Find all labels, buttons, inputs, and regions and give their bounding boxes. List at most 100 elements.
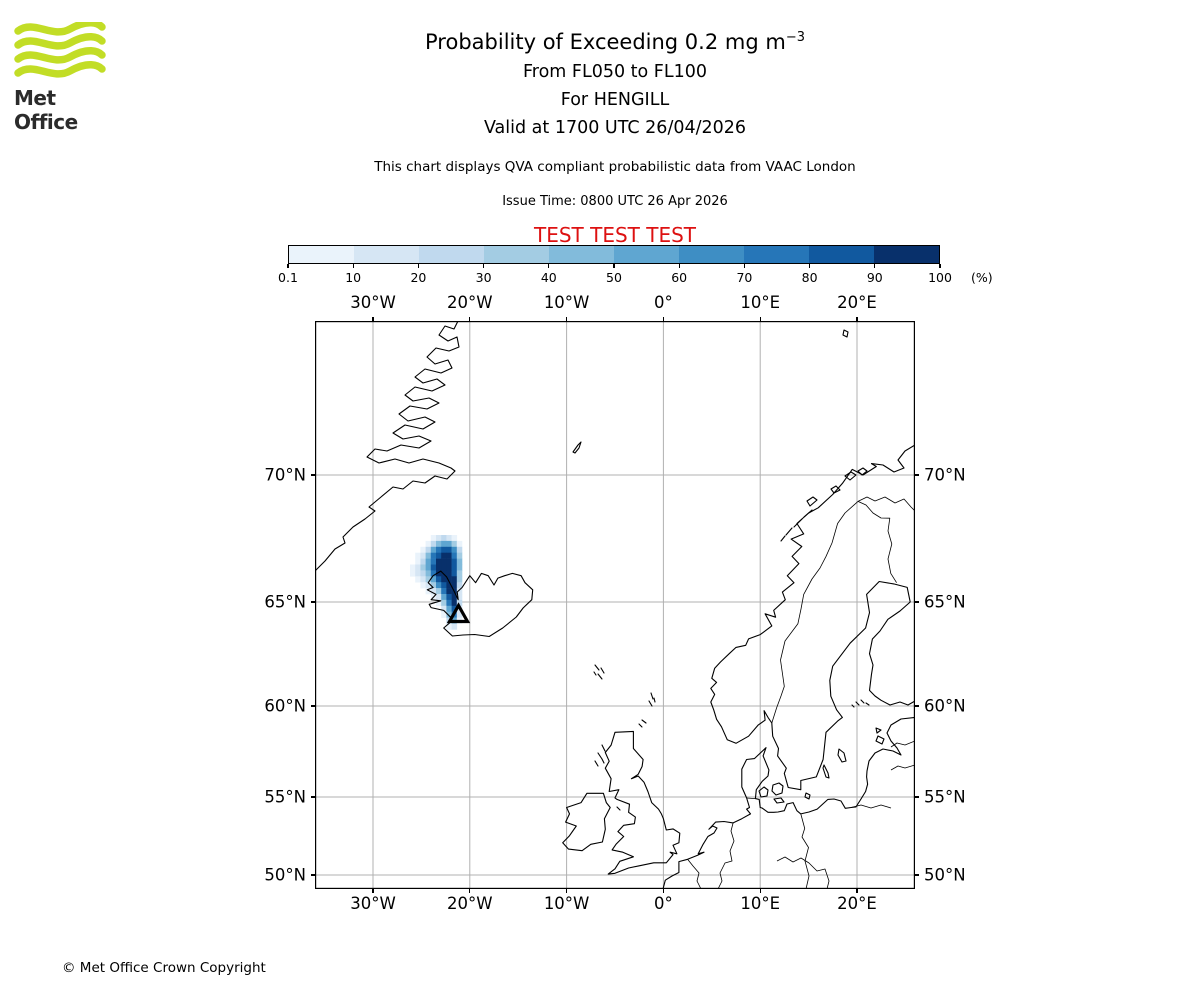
- border-germany-poland: [800, 813, 810, 889]
- plume-cell: [451, 552, 458, 559]
- coast-danish-islands: [758, 782, 811, 804]
- plume-cell: [430, 564, 437, 571]
- latlon-gridlines: [315, 321, 915, 889]
- lon-label-top: 20°W: [447, 293, 493, 312]
- plume-cell: [420, 570, 426, 577]
- coast-estonian-islands: [875, 727, 885, 745]
- plume-cell: [425, 570, 432, 577]
- plume-cell: [415, 570, 421, 577]
- plume-cell: [441, 582, 447, 589]
- lon-label-top: 10°W: [543, 293, 590, 312]
- lon-tickmark-top: [566, 317, 568, 321]
- plume-cell: [436, 552, 442, 559]
- lon-tickmark-bottom: [856, 889, 858, 893]
- map-figure: [315, 321, 915, 889]
- coast-jan-mayen: [572, 441, 582, 454]
- plume-cell: [415, 564, 421, 571]
- colorbar-unit-label: (%): [971, 270, 993, 285]
- plume-cell: [441, 535, 447, 542]
- colorbar-tickmark: [939, 264, 941, 268]
- border-baltic-states: [851, 740, 915, 809]
- subtitle-flight-levels: From FL050 to FL100: [522, 62, 708, 82]
- plume-cell: [456, 582, 463, 589]
- subtitle-volcano: For HENGILL: [560, 90, 670, 110]
- lat-tickmark-left: [311, 474, 315, 476]
- plume-cell: [451, 623, 458, 630]
- border-belgium-france: [687, 859, 702, 889]
- plume-cell: [456, 576, 463, 583]
- plume-cell: [415, 552, 421, 559]
- plume-cell: [446, 535, 452, 542]
- lat-label-left: 50°N: [264, 865, 306, 885]
- chart-header: Probability of Exceeding 0.2 mg m−3 From…: [315, 0, 915, 247]
- colorbar-tickmark: [548, 264, 550, 268]
- plume-cell: [420, 582, 426, 589]
- plume-cell: [436, 558, 442, 565]
- plume-cell: [436, 564, 442, 571]
- border-denmark-germany: [746, 797, 756, 799]
- lon-label-bottom: 10°W: [543, 894, 590, 913]
- lat-tickmark-right: [915, 705, 919, 707]
- plume-cell: [456, 570, 463, 577]
- plume-cell: [410, 564, 416, 571]
- plume-cell: [415, 558, 421, 565]
- copyright-text: © Met Office Crown Copyright: [62, 960, 266, 976]
- colorbar-tickmark: [352, 264, 354, 268]
- plume-cell: [425, 558, 432, 565]
- plume-cell: [441, 540, 447, 548]
- lat-tickmark-right: [915, 601, 919, 603]
- lon-label-bottom: 10°E: [740, 894, 781, 913]
- lon-label-bottom: 30°W: [350, 894, 396, 913]
- colorbar-tickmark: [809, 264, 811, 268]
- border-finland-russia: [857, 496, 915, 512]
- plume-cell: [430, 576, 437, 583]
- plume-cell: [425, 582, 432, 589]
- colorbar-tick-label: 0.1: [278, 270, 298, 285]
- lon-label-bottom: 20°W: [447, 894, 493, 913]
- plume-cell: [430, 582, 437, 589]
- title-exponent: −3: [785, 30, 805, 45]
- lon-tickmark-bottom: [759, 889, 761, 893]
- plume-cell: [451, 605, 458, 612]
- plume-cell: [451, 576, 458, 583]
- lat-tickmark-right: [915, 874, 919, 876]
- border-czech: [776, 856, 830, 889]
- plume-cell: [446, 570, 452, 577]
- issue-time: Issue Time: 0800 UTC 26 Apr 2026: [502, 194, 728, 209]
- logo-waves-icon: [14, 19, 106, 78]
- lon-label-top: 0°: [654, 293, 673, 312]
- plume-cell: [430, 535, 437, 542]
- plume-cell: [456, 564, 463, 571]
- plume-cell: [420, 558, 426, 565]
- lat-tickmark-left: [311, 874, 315, 876]
- plume-cell: [436, 594, 442, 601]
- coast-iceland: [426, 570, 534, 638]
- lon-tickmark-top: [856, 317, 858, 321]
- colorbar-tickmark: [483, 264, 485, 268]
- plume-cell: [425, 588, 432, 595]
- plume-cell: [446, 576, 452, 583]
- plume-cell: [451, 570, 458, 577]
- border-norway-sweden: [771, 501, 859, 724]
- lon-tickmark-bottom: [372, 889, 374, 893]
- lat-tickmark-right: [915, 796, 919, 798]
- coast-shetland: [638, 692, 656, 728]
- colorbar-tick-label: 40: [540, 270, 557, 285]
- plume-cell: [430, 540, 437, 548]
- plume-cell: [425, 564, 432, 571]
- plume-cell: [456, 588, 463, 595]
- plume-cell: [430, 570, 437, 577]
- colorbar-tick-label: 60: [671, 270, 688, 285]
- plume-cell: [441, 605, 447, 612]
- logo-brand-text: Met Office: [14, 86, 78, 134]
- colorbar-tick-label: 90: [866, 270, 883, 285]
- colorbar-segment-4: [484, 246, 549, 263]
- colorbar-tickmark: [417, 264, 419, 268]
- plume-cell: [456, 552, 463, 559]
- met-office-logo: Met Office: [14, 19, 124, 134]
- lon-tickmark-top: [469, 317, 471, 321]
- plume-cell: [446, 552, 452, 559]
- coast-scandinavia: [710, 444, 915, 791]
- plume-cell: [441, 611, 447, 618]
- coast-bear-island: [842, 329, 849, 338]
